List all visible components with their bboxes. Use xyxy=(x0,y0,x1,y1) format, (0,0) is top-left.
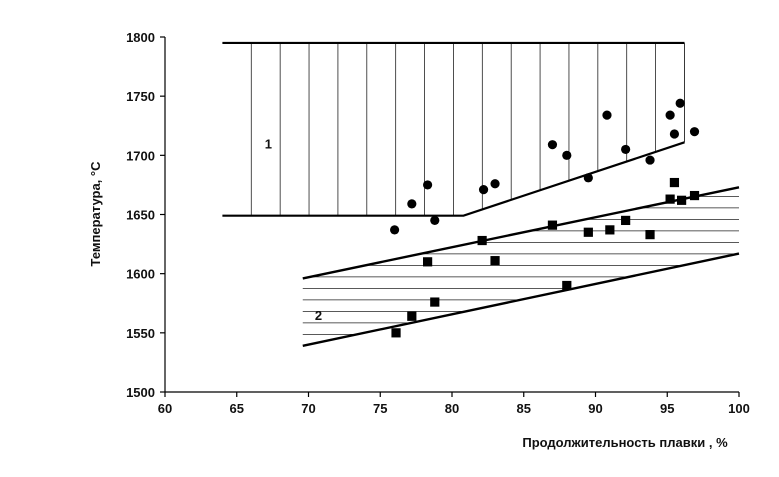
circle-point xyxy=(583,173,593,183)
circle-point xyxy=(689,127,700,137)
circle-point xyxy=(675,98,685,108)
x-axis-title: Продолжительность плавки , % xyxy=(522,435,728,450)
y-tick-label: 1700 xyxy=(126,148,155,163)
y-tick-label: 1550 xyxy=(126,326,155,341)
circle-point xyxy=(645,155,655,165)
circle-point xyxy=(562,150,572,160)
data-points xyxy=(390,98,700,338)
square-point xyxy=(547,220,558,230)
x-tick-label: 75 xyxy=(373,401,387,416)
circle-point xyxy=(669,129,680,139)
square-point xyxy=(423,257,433,267)
region-1-label: 1 xyxy=(265,137,272,152)
square-point xyxy=(391,328,401,338)
square-point xyxy=(669,177,680,188)
x-tick-label: 100 xyxy=(728,401,750,416)
hatch-layer xyxy=(250,42,739,335)
circle-point xyxy=(602,110,612,120)
axes: 60 65 70 75 80 85 90 95 100 1500 1550 1600 1650 1700 1… xyxy=(126,30,750,416)
square-point xyxy=(407,311,417,321)
square-point xyxy=(583,227,593,237)
circle-point xyxy=(407,199,417,209)
circle-point xyxy=(430,215,440,226)
region-2-lower-line xyxy=(302,252,740,348)
square-point xyxy=(477,235,487,246)
circle-point xyxy=(621,144,631,155)
square-point xyxy=(430,297,440,307)
region-2-label: 2 xyxy=(315,308,322,323)
region-1-bottom-line xyxy=(222,141,685,217)
circle-point xyxy=(423,180,433,190)
circle-point xyxy=(665,110,675,120)
x-tick-label: 80 xyxy=(445,401,459,416)
circle-point xyxy=(478,185,489,195)
square-point xyxy=(490,256,500,266)
square-point xyxy=(605,225,615,235)
y-axis-title: Температура, °С xyxy=(88,161,103,267)
square-point xyxy=(689,190,700,201)
x-tick-label: 85 xyxy=(517,401,531,416)
y-tick-label: 1650 xyxy=(126,208,155,223)
y-tick-label: 1500 xyxy=(126,385,155,400)
circle-point xyxy=(390,225,400,235)
y-tick-label: 1600 xyxy=(126,267,155,282)
y-tick-label: 1750 xyxy=(126,89,155,104)
x-tick-label: 65 xyxy=(230,401,244,416)
square-point xyxy=(621,215,631,226)
square-point xyxy=(665,194,675,204)
labels: 12 xyxy=(265,137,322,324)
square-point xyxy=(562,280,572,291)
circle-point xyxy=(547,140,558,150)
x-tick-label: 90 xyxy=(588,401,602,416)
x-tick-label: 95 xyxy=(660,401,674,416)
circle-point xyxy=(490,179,500,189)
square-point xyxy=(677,195,687,205)
boundary-lines xyxy=(222,41,740,348)
y-tick-label: 1800 xyxy=(126,30,155,45)
square-point xyxy=(645,230,655,240)
x-tick-label: 70 xyxy=(301,401,315,416)
x-tick-label: 60 xyxy=(158,401,172,416)
